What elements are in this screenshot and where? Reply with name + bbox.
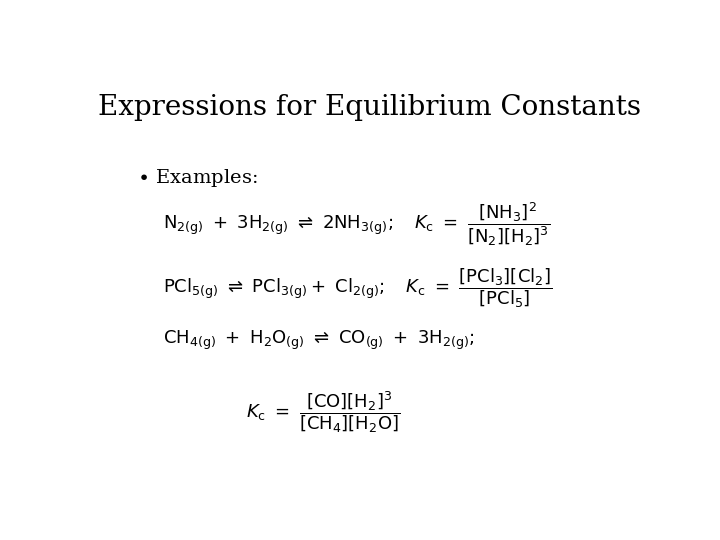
Text: $\bullet\ $Examples:: $\bullet\ $Examples: <box>138 167 258 188</box>
Text: $\mathrm{CH_{4(g)}\ +\ H_2O_{(g)}\ \rightleftharpoons\ CO_{(g)}\ +\ 3H_{2(g)};}$: $\mathrm{CH_{4(g)}\ +\ H_2O_{(g)}\ \righ… <box>163 329 474 352</box>
Text: $\mathrm{PCl_{5(g)}\ \rightleftharpoons\ PCl_{3(g)}+\ Cl_{2(g)};}\quad K_\mathrm: $\mathrm{PCl_{5(g)}\ \rightleftharpoons\… <box>163 266 552 310</box>
Text: Expressions for Equilibrium Constants: Expressions for Equilibrium Constants <box>97 94 641 121</box>
Text: $\mathrm{N_{2(g)}\ +\ 3H_{2(g)}\ \rightleftharpoons\ 2NH_{3(g)};}\quad K_\mathrm: $\mathrm{N_{2(g)}\ +\ 3H_{2(g)}\ \rightl… <box>163 200 550 248</box>
Text: $K_\mathrm{c}\ =\ \dfrac{[\mathrm{CO}][\mathrm{H_2}]^3}{[\mathrm{CH_4}][\mathrm{: $K_\mathrm{c}\ =\ \dfrac{[\mathrm{CO}][\… <box>246 389 400 435</box>
